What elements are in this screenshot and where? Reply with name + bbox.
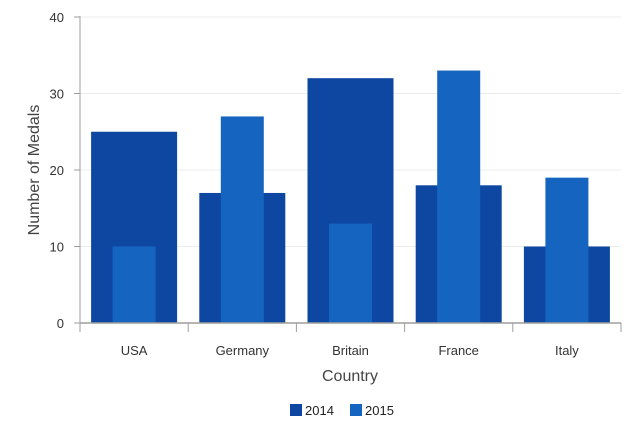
bar-2015-germany[interactable] bbox=[221, 116, 264, 323]
legend-label-2014: 2014 bbox=[305, 403, 334, 418]
x-tick-label-britain: Britain bbox=[332, 343, 369, 358]
bar-2015-usa[interactable] bbox=[113, 247, 156, 324]
x-tick-label-germany: Germany bbox=[216, 343, 270, 358]
legend[interactable]: 2014 2015 bbox=[290, 403, 394, 418]
y-tick-label-40: 40 bbox=[50, 10, 64, 25]
bars bbox=[91, 71, 610, 323]
x-tick-label-italy: Italy bbox=[555, 343, 579, 358]
y-tick-label-20: 20 bbox=[50, 163, 64, 178]
x-tick-label-usa: USA bbox=[121, 343, 148, 358]
legend-item-2014[interactable]: 2014 bbox=[290, 403, 334, 418]
y-tick-label-30: 30 bbox=[50, 87, 64, 102]
legend-item-2015[interactable]: 2015 bbox=[350, 403, 394, 418]
bar-2015-britain[interactable] bbox=[329, 224, 372, 323]
x-axis-title: Country bbox=[322, 368, 378, 385]
x-tick-labels: USA Germany Britain France Italy bbox=[121, 343, 580, 358]
bar-2015-france[interactable] bbox=[437, 71, 480, 323]
y-tick-labels: 0 10 20 30 40 bbox=[50, 10, 64, 331]
y-tick-label-0: 0 bbox=[57, 316, 64, 331]
y-tick-label-10: 10 bbox=[50, 240, 64, 255]
x-tick-label-france: France bbox=[438, 343, 478, 358]
y-axis-title: Number of Medals bbox=[26, 105, 43, 236]
legend-swatch-2015 bbox=[350, 404, 362, 416]
legend-swatch-2014 bbox=[290, 404, 302, 416]
bar-2015-italy[interactable] bbox=[545, 178, 588, 323]
legend-label-2015: 2015 bbox=[365, 403, 394, 418]
